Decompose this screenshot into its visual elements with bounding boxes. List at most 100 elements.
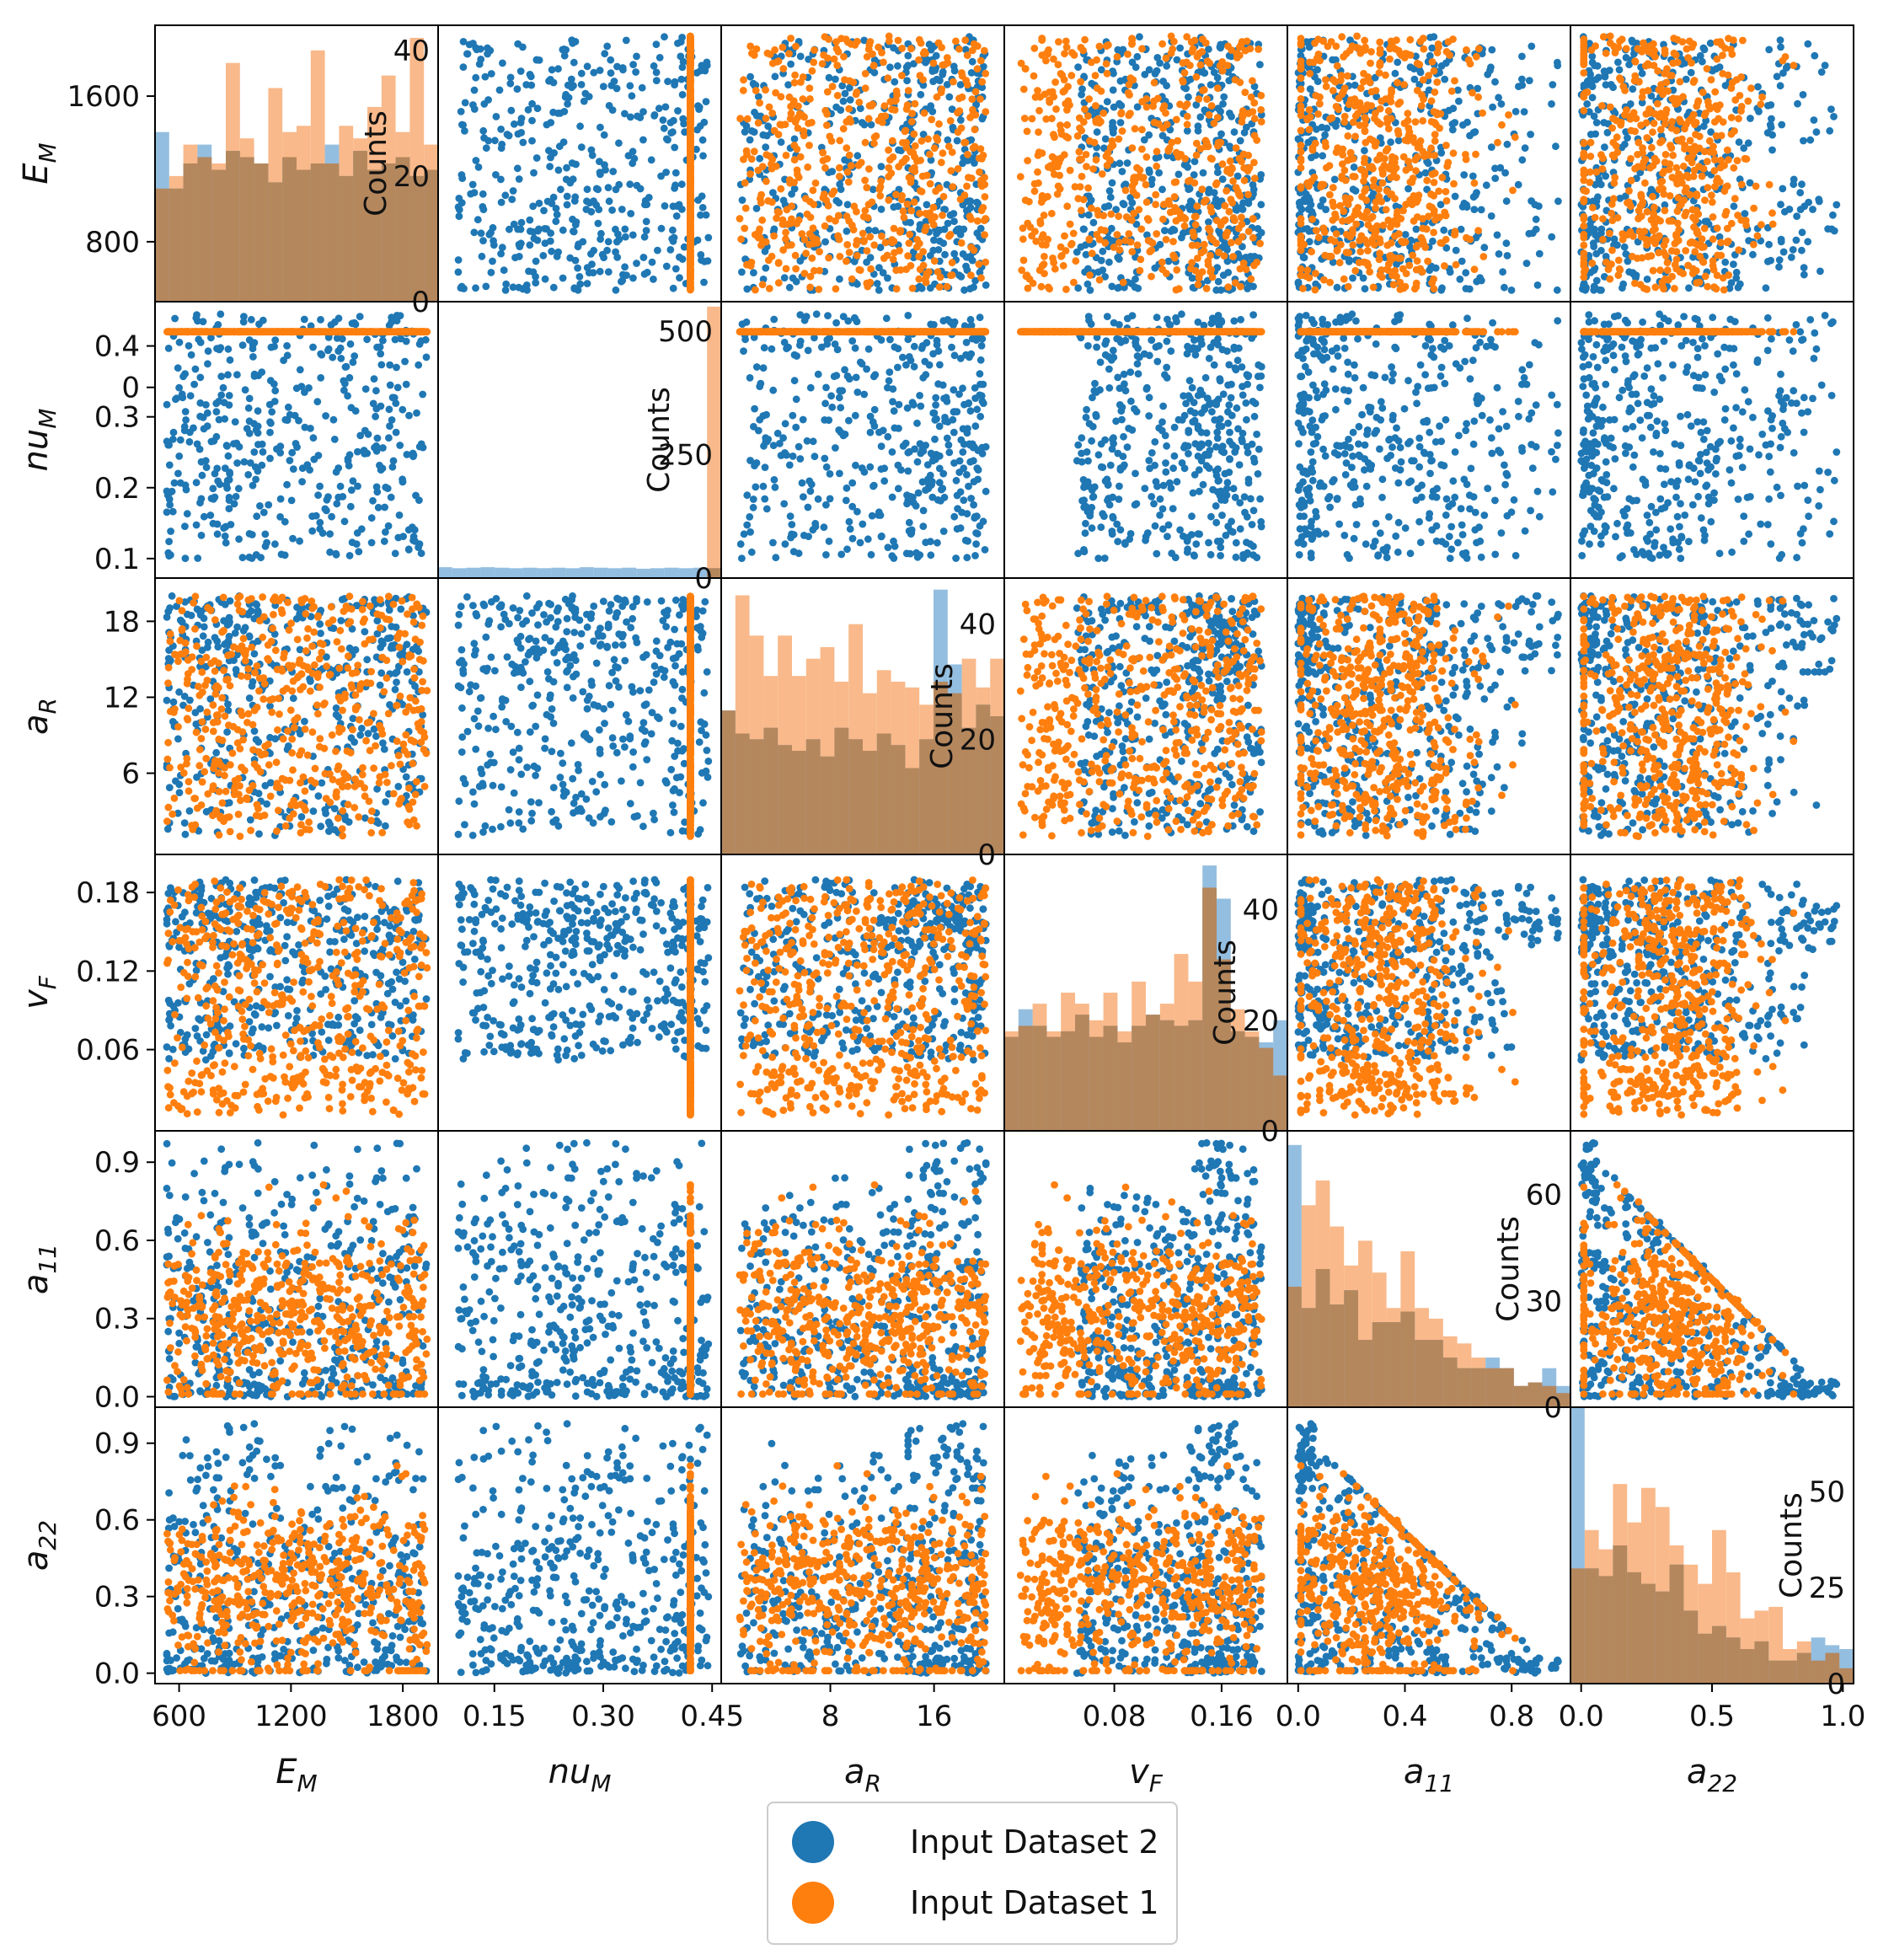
- point-dataset-2: [559, 138, 568, 147]
- hist-bar-overlap: [339, 175, 354, 302]
- point-dataset-1: [1075, 147, 1083, 156]
- point-dataset-1: [1469, 88, 1476, 97]
- point-dataset-1: [1232, 144, 1240, 153]
- point-dataset-2: [570, 228, 577, 235]
- point-dataset-2: [244, 471, 253, 479]
- point-dataset-1: [1447, 87, 1456, 95]
- point-dataset-2: [841, 89, 849, 98]
- point-dataset-2: [1588, 52, 1597, 61]
- point-dataset-2: [386, 381, 394, 389]
- point-dataset-2: [479, 206, 488, 214]
- point-dataset-1: [1598, 102, 1606, 110]
- point-dataset-1: [936, 273, 944, 281]
- point-dataset-2: [950, 217, 958, 226]
- point-dataset-2: [595, 206, 603, 214]
- point-dataset-2: [790, 185, 799, 193]
- point-dataset-2: [1108, 179, 1116, 187]
- point-dataset-1: [1332, 230, 1340, 238]
- point-dataset-1: [1321, 251, 1330, 260]
- point-dataset-1: [1727, 114, 1736, 121]
- point-dataset-1: [897, 195, 906, 204]
- point-dataset-2: [571, 193, 580, 201]
- point-dataset-2: [506, 79, 515, 88]
- point-dataset-1: [1343, 72, 1351, 80]
- point-dataset-2: [963, 266, 971, 274]
- point-dataset-1: [1363, 207, 1371, 216]
- point-dataset-2: [1426, 266, 1434, 274]
- point-dataset-1: [922, 278, 930, 287]
- point-dataset-1: [1046, 96, 1053, 104]
- point-dataset-2: [549, 283, 558, 292]
- point-dataset-1: [843, 241, 852, 249]
- point-dataset-1: [1704, 184, 1712, 192]
- point-dataset-2: [509, 283, 517, 292]
- point-dataset-1: [944, 142, 953, 151]
- point-dataset-1: [1639, 88, 1647, 96]
- point-dataset-1: [859, 229, 867, 238]
- point-dataset-1: [1404, 124, 1413, 132]
- point-dataset-1: [1077, 206, 1085, 215]
- point-dataset-1: [1187, 38, 1196, 46]
- point-dataset-2: [1314, 66, 1321, 74]
- point-dataset-2: [1333, 283, 1341, 292]
- point-dataset-1: [1669, 59, 1677, 67]
- point-dataset-2: [634, 112, 641, 120]
- point-dataset-1: [1580, 197, 1588, 205]
- point-dataset-2: [1762, 284, 1770, 292]
- point-dataset-2: [1553, 286, 1561, 294]
- point-dataset-2: [626, 113, 634, 121]
- point-dataset-1: [967, 244, 976, 251]
- point-dataset-1: [1606, 229, 1613, 238]
- point-dataset-2: [1777, 43, 1784, 51]
- point-dataset-1: [768, 59, 777, 67]
- point-dataset-2: [875, 264, 883, 271]
- point-dataset-2: [516, 67, 525, 75]
- point-dataset-1: [1616, 74, 1624, 83]
- point-dataset-1: [1115, 238, 1123, 247]
- point-dataset-2: [576, 122, 584, 131]
- point-dataset-1: [1207, 233, 1215, 242]
- point-dataset-2: [1110, 103, 1118, 111]
- point-dataset-1: [1214, 139, 1223, 147]
- point-dataset-1: [754, 233, 762, 242]
- point-dataset-1: [905, 174, 913, 182]
- point-dataset-1: [1384, 217, 1393, 224]
- point-dataset-1: [1312, 227, 1320, 234]
- point-dataset-2: [560, 51, 569, 60]
- point-dataset-2: [472, 157, 480, 164]
- point-dataset-2: [1614, 58, 1622, 67]
- point-dataset-1: [1394, 254, 1402, 262]
- point-dataset-1: [1708, 191, 1715, 200]
- point-dataset-1: [892, 87, 901, 95]
- point-dataset-1: [1452, 260, 1460, 269]
- point-dataset-1: [894, 36, 902, 45]
- point-dataset-2: [666, 119, 675, 126]
- point-dataset-1: [1393, 272, 1400, 281]
- point-dataset-2: [1804, 238, 1812, 246]
- point-dataset-1: [1651, 203, 1658, 212]
- point-dataset-1: [1234, 238, 1243, 246]
- point-dataset-1: [1093, 56, 1100, 64]
- point-dataset-2: [221, 532, 229, 540]
- point-dataset-1: [916, 209, 923, 217]
- point-dataset-2: [1308, 153, 1315, 162]
- point-dataset-1: [928, 217, 936, 224]
- point-dataset-2: [1590, 286, 1598, 294]
- point-dataset-2: [1489, 103, 1496, 111]
- point-dataset-1: [878, 118, 886, 126]
- point-dataset-1: [1388, 40, 1396, 48]
- point-dataset-1: [1725, 271, 1733, 279]
- point-dataset-2: [457, 107, 465, 115]
- point-dataset-1: [1164, 197, 1173, 205]
- point-dataset-2: [1116, 159, 1124, 168]
- point-dataset-2: [547, 119, 555, 126]
- point-dataset-1: [757, 190, 765, 199]
- point-dataset-2: [1079, 225, 1088, 233]
- point-dataset-2: [860, 36, 869, 45]
- point-dataset-2: [519, 138, 527, 147]
- point-dataset-1: [1142, 103, 1151, 111]
- point-dataset-1: [1404, 116, 1412, 125]
- point-dataset-1: [1419, 224, 1427, 233]
- point-dataset-2: [597, 229, 605, 238]
- point-dataset-1: [976, 95, 984, 103]
